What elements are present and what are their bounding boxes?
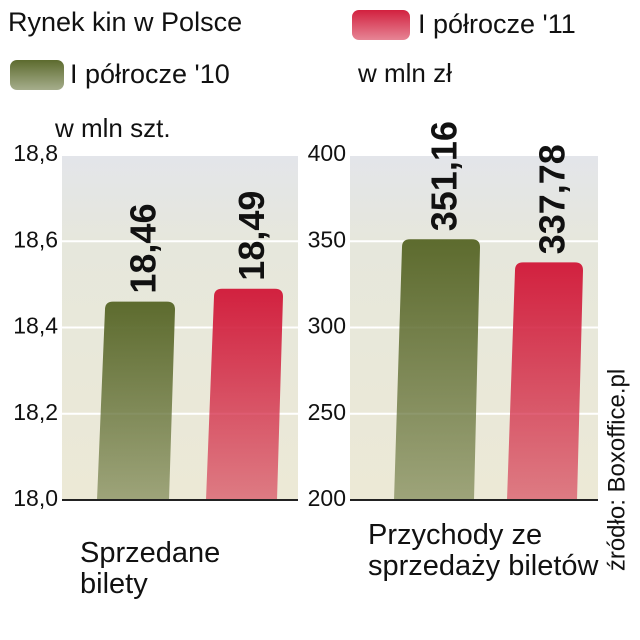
y-tick-label: 18,8 (13, 140, 58, 166)
bar (206, 288, 283, 500)
bar (97, 301, 175, 500)
legend-label: I półrocze '11 (418, 9, 576, 39)
y-tick-label: 18,6 (13, 226, 58, 252)
y-axis-label: w mln szt. (54, 113, 171, 143)
y-tick-label: 300 (308, 313, 346, 339)
y-tick-label: 250 (308, 399, 346, 425)
y-tick-label: 18,0 (13, 485, 58, 511)
y-tick-label: 400 (308, 140, 346, 166)
y-axis-label: w mln zł (357, 58, 452, 88)
bar (394, 239, 480, 500)
y-tick-label: 200 (308, 485, 346, 511)
value-label: 18,46 (123, 204, 164, 294)
x-label: Przychody ze sprzedaży biletów (368, 519, 599, 582)
legend-swatch (352, 10, 410, 40)
y-tick-label: 18,4 (13, 313, 58, 339)
y-tick-label: 18,2 (13, 399, 58, 425)
legend-label: I półrocze '10 (70, 59, 230, 89)
value-label: 18,49 (231, 191, 272, 281)
chart-title: Rynek kin w Polsce (8, 7, 242, 37)
source: źródło: Boxoffice.pl (603, 369, 630, 571)
legend-swatch (10, 60, 64, 90)
bar (507, 262, 583, 500)
x-label: Sprzedane bilety (80, 537, 221, 600)
value-label: 351,16 (424, 121, 465, 231)
value-label: 337,78 (532, 144, 573, 254)
y-tick-label: 350 (308, 226, 346, 252)
